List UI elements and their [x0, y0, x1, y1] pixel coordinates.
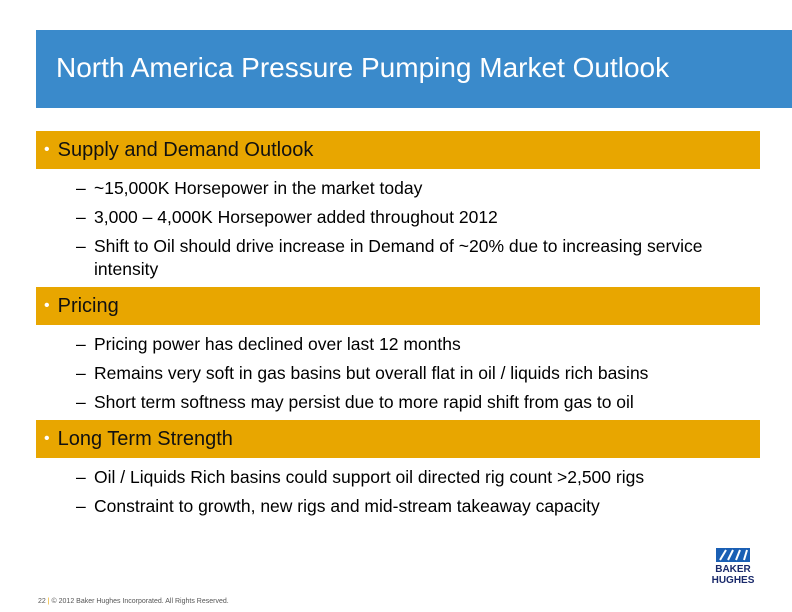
- content: • Supply and Demand Outlook ~15,000K Horse…: [36, 125, 760, 524]
- title-bar: North America Pressure Pumping Market Ou…: [36, 30, 792, 108]
- bullet-list: Pricing power has declined over last 12 …: [36, 333, 760, 414]
- heading-text: Supply and Demand Outlook: [57, 138, 314, 161]
- bullet-list: ~15,000K Horsepower in the market today 3…: [36, 177, 760, 281]
- bullet: •: [44, 297, 50, 314]
- section-heading: • Long Term Strength: [36, 420, 760, 458]
- heading-text: Pricing: [57, 294, 119, 317]
- bullet-item: ~15,000K Horsepower in the market today: [76, 177, 760, 200]
- footer: 22 | © 2012 Baker Hughes Incorporated. A…: [38, 598, 229, 605]
- bullet-item: Pricing power has declined over last 12 …: [76, 333, 760, 356]
- bullet-item: Remains very soft in gas basins but over…: [76, 362, 760, 385]
- bullet: •: [44, 430, 50, 447]
- heading-text: Long Term Strength: [57, 427, 233, 450]
- section-heading: • Supply and Demand Outlook: [36, 131, 760, 169]
- logo-text: HUGHES: [711, 575, 755, 586]
- logo-text: BAKER: [715, 564, 751, 575]
- bullet-item: Oil / Liquids Rich basins could support …: [76, 466, 760, 489]
- bullet-item: 3,000 – 4,000K Horsepower added througho…: [76, 206, 760, 229]
- bullet-item: Constraint to growth, new rigs and mid-s…: [76, 495, 760, 518]
- bullet: •: [44, 141, 50, 158]
- bullet-item: Short term softness may persist due to m…: [76, 391, 760, 414]
- bullet-item: Shift to Oil should drive increase in De…: [76, 235, 760, 281]
- section-heading: • Pricing: [36, 287, 760, 325]
- title: North America Pressure Pumping Market Ou…: [56, 52, 670, 83]
- page-number: 22: [38, 598, 46, 605]
- copyright: © 2012 Baker Hughes Incorporated. All Ri…: [51, 598, 229, 605]
- bullet-list: Oil / Liquids Rich basins could support …: [36, 466, 760, 518]
- logo: BAKER HUGHES: [706, 548, 760, 586]
- logo-mark: [716, 548, 750, 562]
